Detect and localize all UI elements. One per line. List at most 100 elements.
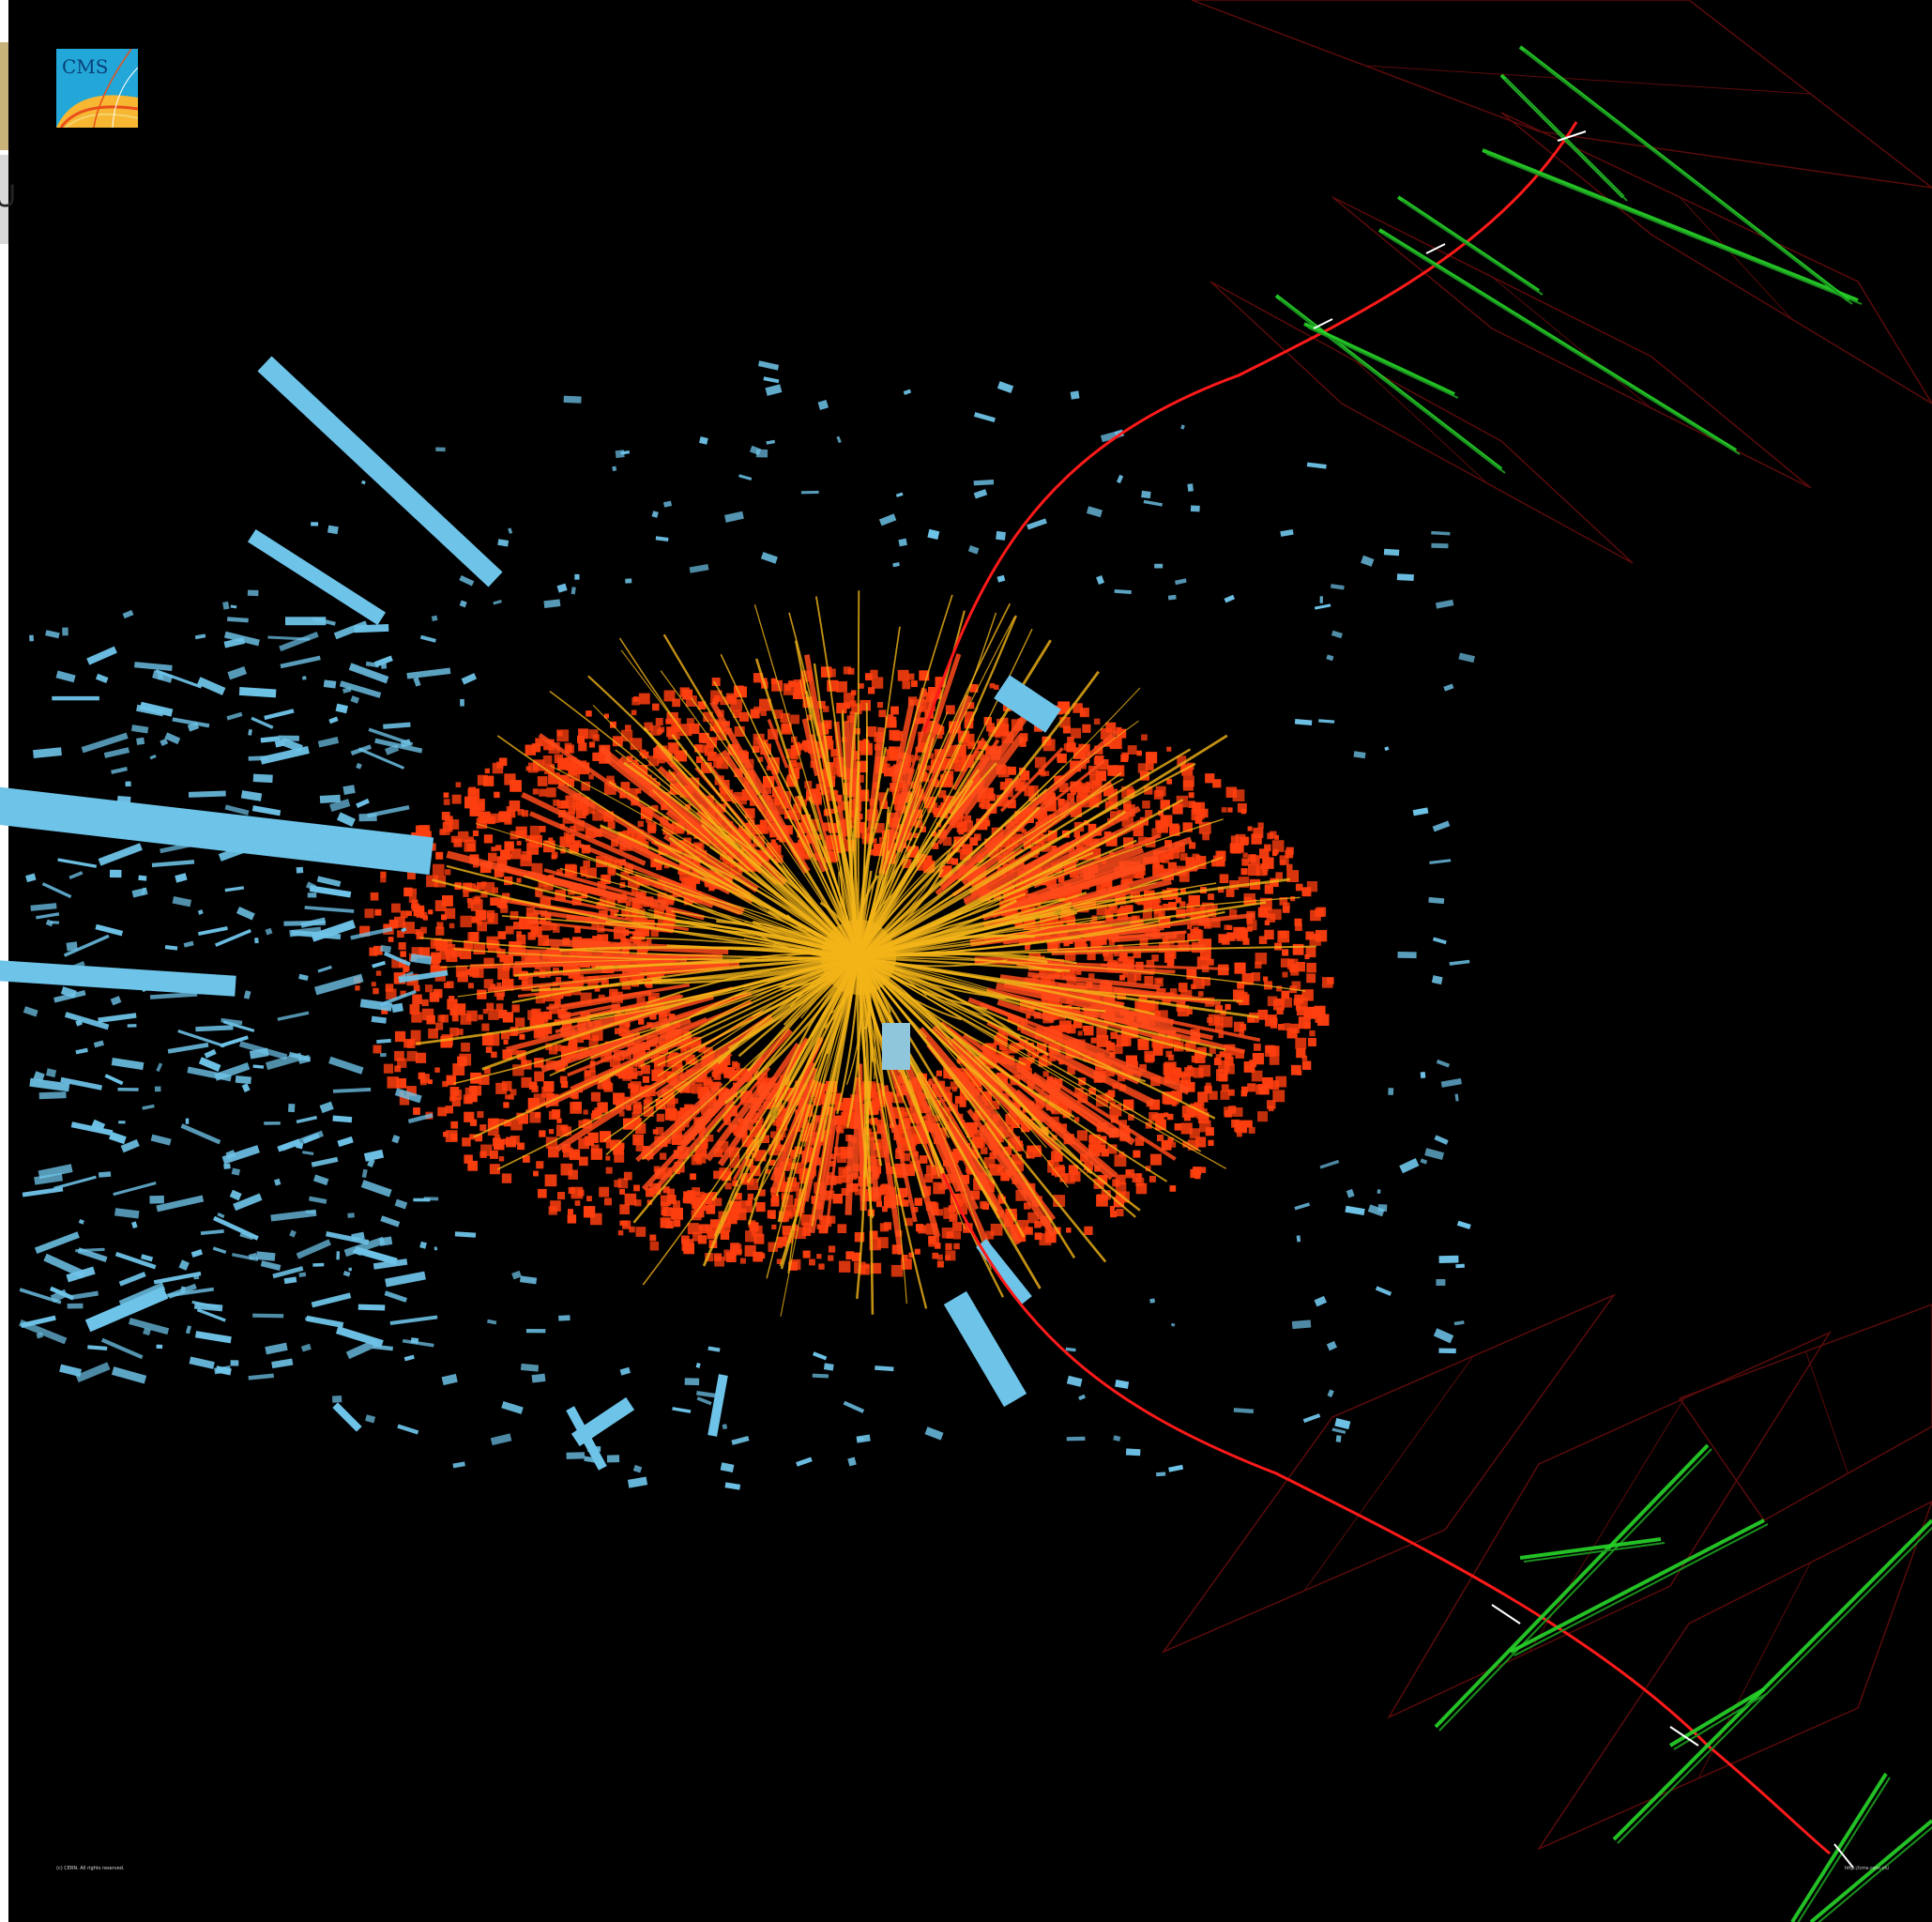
hadronic-tower bbox=[487, 1319, 497, 1325]
ecal-deposit bbox=[860, 699, 871, 711]
ecal-deposit bbox=[1133, 973, 1142, 982]
hadronic-tower bbox=[543, 599, 561, 609]
hadronic-tower bbox=[109, 1131, 127, 1145]
ecal-deposit bbox=[815, 784, 823, 791]
ecal-bar bbox=[922, 1113, 962, 1193]
ecal-deposit bbox=[634, 1199, 642, 1207]
hadronic-tower bbox=[200, 1229, 224, 1235]
ecal-deposit bbox=[436, 922, 444, 929]
ecal-deposit bbox=[1093, 757, 1103, 766]
muon-segment-shadow bbox=[1279, 298, 1506, 474]
ecal-deposit bbox=[1202, 832, 1209, 841]
ecal-deposit bbox=[1282, 949, 1289, 956]
ecal-deposit bbox=[901, 1141, 911, 1152]
ecal-deposit bbox=[610, 1056, 621, 1067]
ecal-deposit bbox=[1019, 740, 1027, 747]
ecal-deposit bbox=[605, 1140, 615, 1149]
ecal-deposit bbox=[618, 1110, 625, 1117]
ecal-deposit bbox=[878, 792, 888, 801]
ecal-deposit bbox=[568, 1169, 578, 1180]
ecal-deposit bbox=[592, 752, 601, 761]
ecal-deposit bbox=[1103, 952, 1114, 962]
ecal-deposit bbox=[635, 788, 642, 794]
ecal-deposit bbox=[406, 1050, 418, 1061]
ecal-deposit bbox=[872, 838, 877, 844]
hadronic-tower bbox=[696, 1391, 718, 1398]
hadronic-tower bbox=[241, 1083, 251, 1093]
hadronic-tower bbox=[903, 389, 912, 395]
ecal-deposit bbox=[734, 725, 745, 737]
ecal-deposit bbox=[1257, 822, 1264, 829]
hadronic-tower bbox=[1327, 1389, 1334, 1397]
ecal-deposit bbox=[649, 1013, 657, 1020]
ecal-deposit bbox=[542, 940, 549, 946]
hadronic-tower bbox=[255, 1251, 276, 1261]
ecal-deposit bbox=[1292, 943, 1304, 955]
hadronic-tower bbox=[379, 1236, 393, 1246]
ecal-deposit bbox=[617, 1142, 625, 1150]
ecal-deposit bbox=[1180, 888, 1186, 894]
ecal-deposit bbox=[1019, 733, 1028, 742]
ecal-deposit bbox=[795, 762, 802, 770]
ecal-deposit bbox=[467, 1160, 479, 1171]
ecal-deposit bbox=[1197, 1091, 1209, 1103]
ecal-deposit bbox=[851, 1252, 861, 1262]
ecal-deposit bbox=[1269, 1055, 1280, 1065]
ecal-deposit bbox=[980, 1147, 988, 1154]
ecal-deposit bbox=[1254, 1044, 1261, 1051]
ecal-deposit bbox=[1237, 802, 1247, 813]
ecal-deposit bbox=[1237, 981, 1245, 989]
hadronic-tower bbox=[1100, 431, 1119, 443]
ecal-deposit bbox=[638, 693, 650, 705]
ecal-deposit bbox=[656, 863, 662, 871]
muon-hit-marker bbox=[1557, 130, 1587, 142]
ecal-deposit bbox=[823, 735, 831, 743]
ecal-deposit bbox=[1161, 855, 1169, 863]
ecal-deposit bbox=[581, 781, 590, 791]
ecal-deposit bbox=[1169, 1185, 1177, 1192]
hadronic-tower bbox=[398, 969, 449, 984]
ecal-deposit bbox=[599, 1131, 612, 1143]
ecal-deposit bbox=[951, 1201, 957, 1209]
ecal-deposit bbox=[744, 860, 755, 872]
ecal-deposit bbox=[1200, 938, 1212, 950]
charged-track bbox=[473, 956, 860, 1138]
hadronic-tower bbox=[996, 381, 1014, 393]
hadronic-tower bbox=[615, 450, 625, 459]
ecal-deposit bbox=[1246, 917, 1254, 924]
ecal-deposit bbox=[1027, 1084, 1034, 1091]
ecal-deposit bbox=[741, 789, 753, 801]
hadronic-tower bbox=[684, 1378, 700, 1386]
ecal-deposit bbox=[789, 759, 798, 768]
ecal-deposit bbox=[1084, 1026, 1094, 1036]
ecal-deposit bbox=[1295, 962, 1305, 972]
ecal-deposit bbox=[689, 723, 700, 735]
ecal-deposit bbox=[947, 857, 954, 864]
hadronic-tower bbox=[1113, 1435, 1121, 1442]
ecal-bar bbox=[528, 920, 644, 936]
ecal-deposit bbox=[451, 1090, 463, 1100]
ecal-deposit bbox=[783, 1232, 794, 1243]
hadronic-tower bbox=[236, 907, 255, 921]
ecal-deposit bbox=[1096, 1027, 1107, 1038]
ecal-bar bbox=[976, 1126, 1057, 1237]
ecal-deposit bbox=[936, 1260, 944, 1268]
muon-hit-marker bbox=[1425, 243, 1446, 254]
hadronic-tower bbox=[1314, 603, 1331, 610]
ecal-deposit bbox=[1077, 1091, 1088, 1104]
hadronic-tower bbox=[380, 944, 391, 953]
ecal-deposit bbox=[1241, 973, 1255, 985]
ecal-deposit bbox=[624, 1096, 631, 1103]
ecal-deposit bbox=[865, 673, 873, 680]
ecal-deposit bbox=[1019, 1039, 1028, 1048]
ecal-deposit bbox=[739, 1258, 746, 1264]
ecal-deposit bbox=[1253, 827, 1264, 838]
ecal-deposit bbox=[931, 831, 937, 837]
ecal-deposit bbox=[1136, 750, 1142, 756]
ecal-deposit bbox=[596, 902, 603, 909]
ecal-deposit bbox=[1000, 717, 1009, 726]
hadronic-tower bbox=[248, 729, 252, 736]
ecal-deposit bbox=[552, 1111, 559, 1120]
charged-track bbox=[794, 640, 860, 958]
hadronic-tower bbox=[298, 973, 309, 982]
